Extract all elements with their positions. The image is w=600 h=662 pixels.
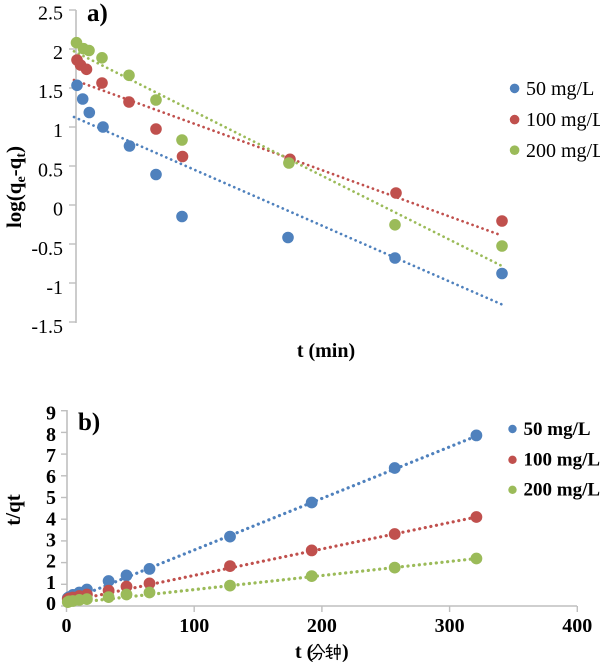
svg-text:200 mg/L: 200 mg/L xyxy=(526,140,600,162)
svg-text:7: 7 xyxy=(46,445,56,467)
svg-text:0: 0 xyxy=(53,199,63,221)
svg-text:-1: -1 xyxy=(46,277,63,299)
svg-text:): ) xyxy=(342,641,349,662)
svg-text:0: 0 xyxy=(62,615,72,637)
svg-text:2.5: 2.5 xyxy=(38,3,63,25)
svg-text:200 mg/L: 200 mg/L xyxy=(524,480,600,501)
svg-text:t/qt: t/qt xyxy=(1,494,25,526)
svg-text:0.5: 0.5 xyxy=(38,159,63,181)
svg-text:100 mg/L: 100 mg/L xyxy=(524,450,600,471)
svg-text:2: 2 xyxy=(46,551,56,573)
svg-text:-0.5: -0.5 xyxy=(31,238,63,260)
svg-text:300: 300 xyxy=(435,615,465,637)
svg-text:3: 3 xyxy=(46,530,56,552)
svg-text:log(qe-qt): log(qe-qt) xyxy=(2,146,29,228)
svg-text:b): b) xyxy=(78,409,100,436)
svg-text:9: 9 xyxy=(46,403,56,425)
svg-text:1.5: 1.5 xyxy=(38,81,63,103)
svg-text:400: 400 xyxy=(562,615,592,637)
svg-text:8: 8 xyxy=(46,424,56,446)
svg-text:50 mg/L: 50 mg/L xyxy=(524,419,591,440)
svg-text:a): a) xyxy=(87,0,108,27)
svg-text:1: 1 xyxy=(53,120,63,142)
svg-text:5: 5 xyxy=(46,487,56,509)
svg-text:0: 0 xyxy=(46,593,56,615)
svg-text:1: 1 xyxy=(46,572,56,594)
svg-text:100 mg/L: 100 mg/L xyxy=(526,109,600,131)
svg-text:50 mg/L: 50 mg/L xyxy=(526,78,594,100)
svg-text:200: 200 xyxy=(307,615,337,637)
svg-text:4: 4 xyxy=(46,508,56,530)
svg-text:100: 100 xyxy=(179,615,209,637)
svg-text:t (: t ( xyxy=(295,641,314,662)
svg-text:-1.5: -1.5 xyxy=(31,316,63,338)
svg-text:6: 6 xyxy=(46,466,56,488)
svg-text:t (min): t (min) xyxy=(297,340,355,362)
svg-text:2: 2 xyxy=(53,42,63,64)
